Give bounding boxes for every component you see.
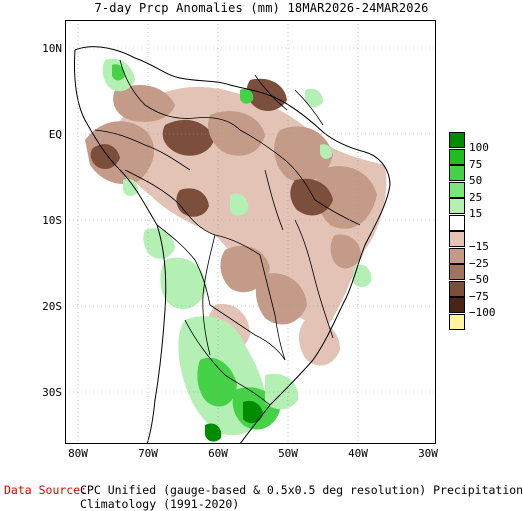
legend-label: 50 xyxy=(469,174,483,187)
lat-label-10n: 10N xyxy=(42,42,62,55)
lat-label-eq: EQ xyxy=(48,128,62,141)
map-frame xyxy=(65,20,436,444)
data-source-label: Data Source: xyxy=(4,483,88,497)
legend-swatch xyxy=(449,198,465,214)
map-title: 7-day Prcp Anomalies (mm) 18MAR2026-24MA… xyxy=(94,1,429,15)
lat-label-30s: 30S xyxy=(42,386,62,399)
legend-swatch xyxy=(449,132,465,148)
legend-swatch xyxy=(449,214,465,231)
lat-label-10s: 10S xyxy=(42,214,62,227)
legend-swatch xyxy=(449,148,465,165)
legend-label: 100 xyxy=(469,141,489,154)
lon-label-80w: 80W xyxy=(68,447,88,460)
legend-label: 75 xyxy=(469,157,483,171)
legend-swatch xyxy=(449,181,465,198)
data-source-text: CPC Unified (gauge-based & 0.5x0.5 deg r… xyxy=(80,483,523,497)
lat-label-20s: 20S xyxy=(42,300,62,313)
legend-swatch xyxy=(449,313,465,330)
legend-swatch xyxy=(449,297,465,313)
legend-swatch xyxy=(449,247,465,264)
legend-swatch xyxy=(449,280,465,297)
legend-swatch xyxy=(449,165,465,181)
lon-label-50w: 50W xyxy=(278,447,298,460)
legend-label: −25 xyxy=(469,256,489,270)
precip-anomaly-map xyxy=(65,20,436,444)
graticule xyxy=(65,20,436,444)
lon-label-60w: 60W xyxy=(208,447,228,460)
dry-anomaly-areas xyxy=(85,78,387,366)
lon-label-70w: 70W xyxy=(138,447,158,460)
legend-label: −75 xyxy=(469,289,489,303)
legend-label: −15 xyxy=(469,240,489,253)
lon-label-40w: 40W xyxy=(348,447,368,460)
country-borders xyxy=(94,59,361,406)
lon-label-30w: 30W xyxy=(418,447,438,460)
legend-swatch xyxy=(449,231,465,247)
legend-label: −50 xyxy=(469,273,489,286)
legend-swatch xyxy=(449,264,465,280)
color-legend: 100 75 50 25 15 −15 −25 −50 −75 −100 xyxy=(449,132,523,342)
legend-label: 15 xyxy=(469,207,483,220)
climatology-text: Climatology (1991-2020) xyxy=(80,497,240,511)
legend-label: −100 xyxy=(469,306,496,319)
legend-label: 25 xyxy=(469,190,483,204)
